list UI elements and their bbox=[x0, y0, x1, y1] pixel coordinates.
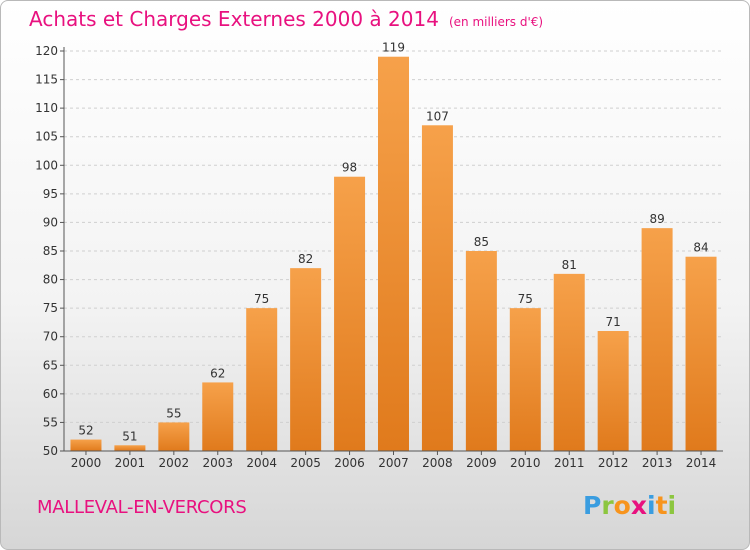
data-label: 89 bbox=[649, 212, 664, 226]
x-tick-label: 2009 bbox=[466, 456, 497, 470]
bar bbox=[597, 331, 629, 451]
grid bbox=[64, 50, 723, 423]
y-tick-label: 50 bbox=[43, 444, 58, 458]
logo-letter: t bbox=[655, 491, 668, 520]
data-label: 62 bbox=[210, 366, 225, 380]
logo-letter: i bbox=[647, 491, 656, 520]
bar bbox=[70, 439, 102, 451]
x-tick-label: 2011 bbox=[554, 456, 585, 470]
x-tick-label: 2006 bbox=[334, 456, 365, 470]
y-tick-label: 60 bbox=[43, 387, 58, 401]
x-tick-label: 2007 bbox=[378, 456, 409, 470]
y-tick-label: 55 bbox=[43, 415, 58, 429]
data-label: 51 bbox=[122, 429, 137, 443]
data-label: 75 bbox=[254, 292, 269, 306]
y-tick-label: 100 bbox=[35, 158, 58, 172]
bar bbox=[246, 308, 278, 451]
labels: 2000 52 2001 51 2002 55 2003 62 2004 75 2005 82 2006… bbox=[71, 41, 717, 470]
x-tick-label: 2003 bbox=[202, 456, 233, 470]
x-tick-label: 2001 bbox=[115, 456, 146, 470]
chart-unit-label: (en milliers d'€) bbox=[448, 15, 544, 29]
logo-letter: o bbox=[613, 491, 631, 520]
commune-name: MALLEVAL-EN-VERCORS bbox=[37, 497, 247, 518]
x-tick-label: 2012 bbox=[598, 456, 629, 470]
data-label: 85 bbox=[474, 235, 489, 249]
y-tick-label: 65 bbox=[43, 358, 58, 372]
x-tick-label: 2010 bbox=[510, 456, 541, 470]
x-tick-label: 2000 bbox=[71, 456, 102, 470]
logo-letter: P bbox=[583, 491, 602, 520]
bar bbox=[685, 256, 717, 451]
bar bbox=[641, 228, 673, 451]
bar bbox=[334, 176, 366, 451]
chart-title: Achats et Charges Externes 2000 à 2014 (e… bbox=[29, 7, 543, 31]
bar bbox=[290, 268, 322, 451]
logo-letter: r bbox=[601, 491, 614, 520]
y-tick-label: 105 bbox=[35, 130, 58, 144]
y-tick-label: 90 bbox=[43, 215, 58, 229]
bar bbox=[202, 382, 234, 451]
data-label: 52 bbox=[78, 424, 93, 438]
data-label: 81 bbox=[562, 258, 577, 272]
data-label: 71 bbox=[606, 315, 621, 329]
data-label: 82 bbox=[298, 252, 313, 266]
y-tick-label: 95 bbox=[43, 187, 58, 201]
x-tick-label: 2014 bbox=[686, 456, 717, 470]
x-tick-label: 2013 bbox=[642, 456, 673, 470]
y-tick-label: 70 bbox=[43, 330, 58, 344]
y-tick-label: 115 bbox=[35, 73, 58, 87]
data-label: 98 bbox=[342, 161, 357, 175]
chart-title-text: Achats et Charges Externes 2000 à 2014 bbox=[29, 7, 439, 31]
y-tick-label: 110 bbox=[35, 101, 58, 115]
data-label: 75 bbox=[518, 292, 533, 306]
bar bbox=[509, 308, 541, 451]
bar bbox=[553, 273, 585, 451]
data-label: 55 bbox=[166, 406, 181, 420]
x-tick-label: 2008 bbox=[422, 456, 453, 470]
bar bbox=[114, 445, 146, 451]
data-label: 84 bbox=[693, 241, 708, 255]
proxiti-logo[interactable]: Proxiti bbox=[583, 491, 676, 520]
bar bbox=[158, 422, 190, 451]
bar bbox=[378, 56, 409, 451]
bar bbox=[421, 125, 453, 452]
y-tick-label: 75 bbox=[43, 301, 58, 315]
x-tick-label: 2002 bbox=[159, 456, 190, 470]
data-label: 107 bbox=[426, 109, 449, 123]
y-tick-label: 120 bbox=[35, 44, 58, 58]
y-tick-label: 85 bbox=[43, 244, 58, 258]
y-tick-label: 80 bbox=[43, 273, 58, 287]
logo-letter: x bbox=[630, 491, 647, 520]
x-tick-label: 2004 bbox=[246, 456, 277, 470]
axes: 50 55 60 65 70 75 80 85 90 95 100 105 110 115 120 bbox=[35, 44, 723, 458]
data-label: 119 bbox=[382, 41, 405, 55]
logo-letter: i bbox=[667, 491, 677, 520]
x-tick-label: 2005 bbox=[290, 456, 321, 470]
bars bbox=[70, 56, 717, 452]
bar bbox=[465, 251, 497, 451]
